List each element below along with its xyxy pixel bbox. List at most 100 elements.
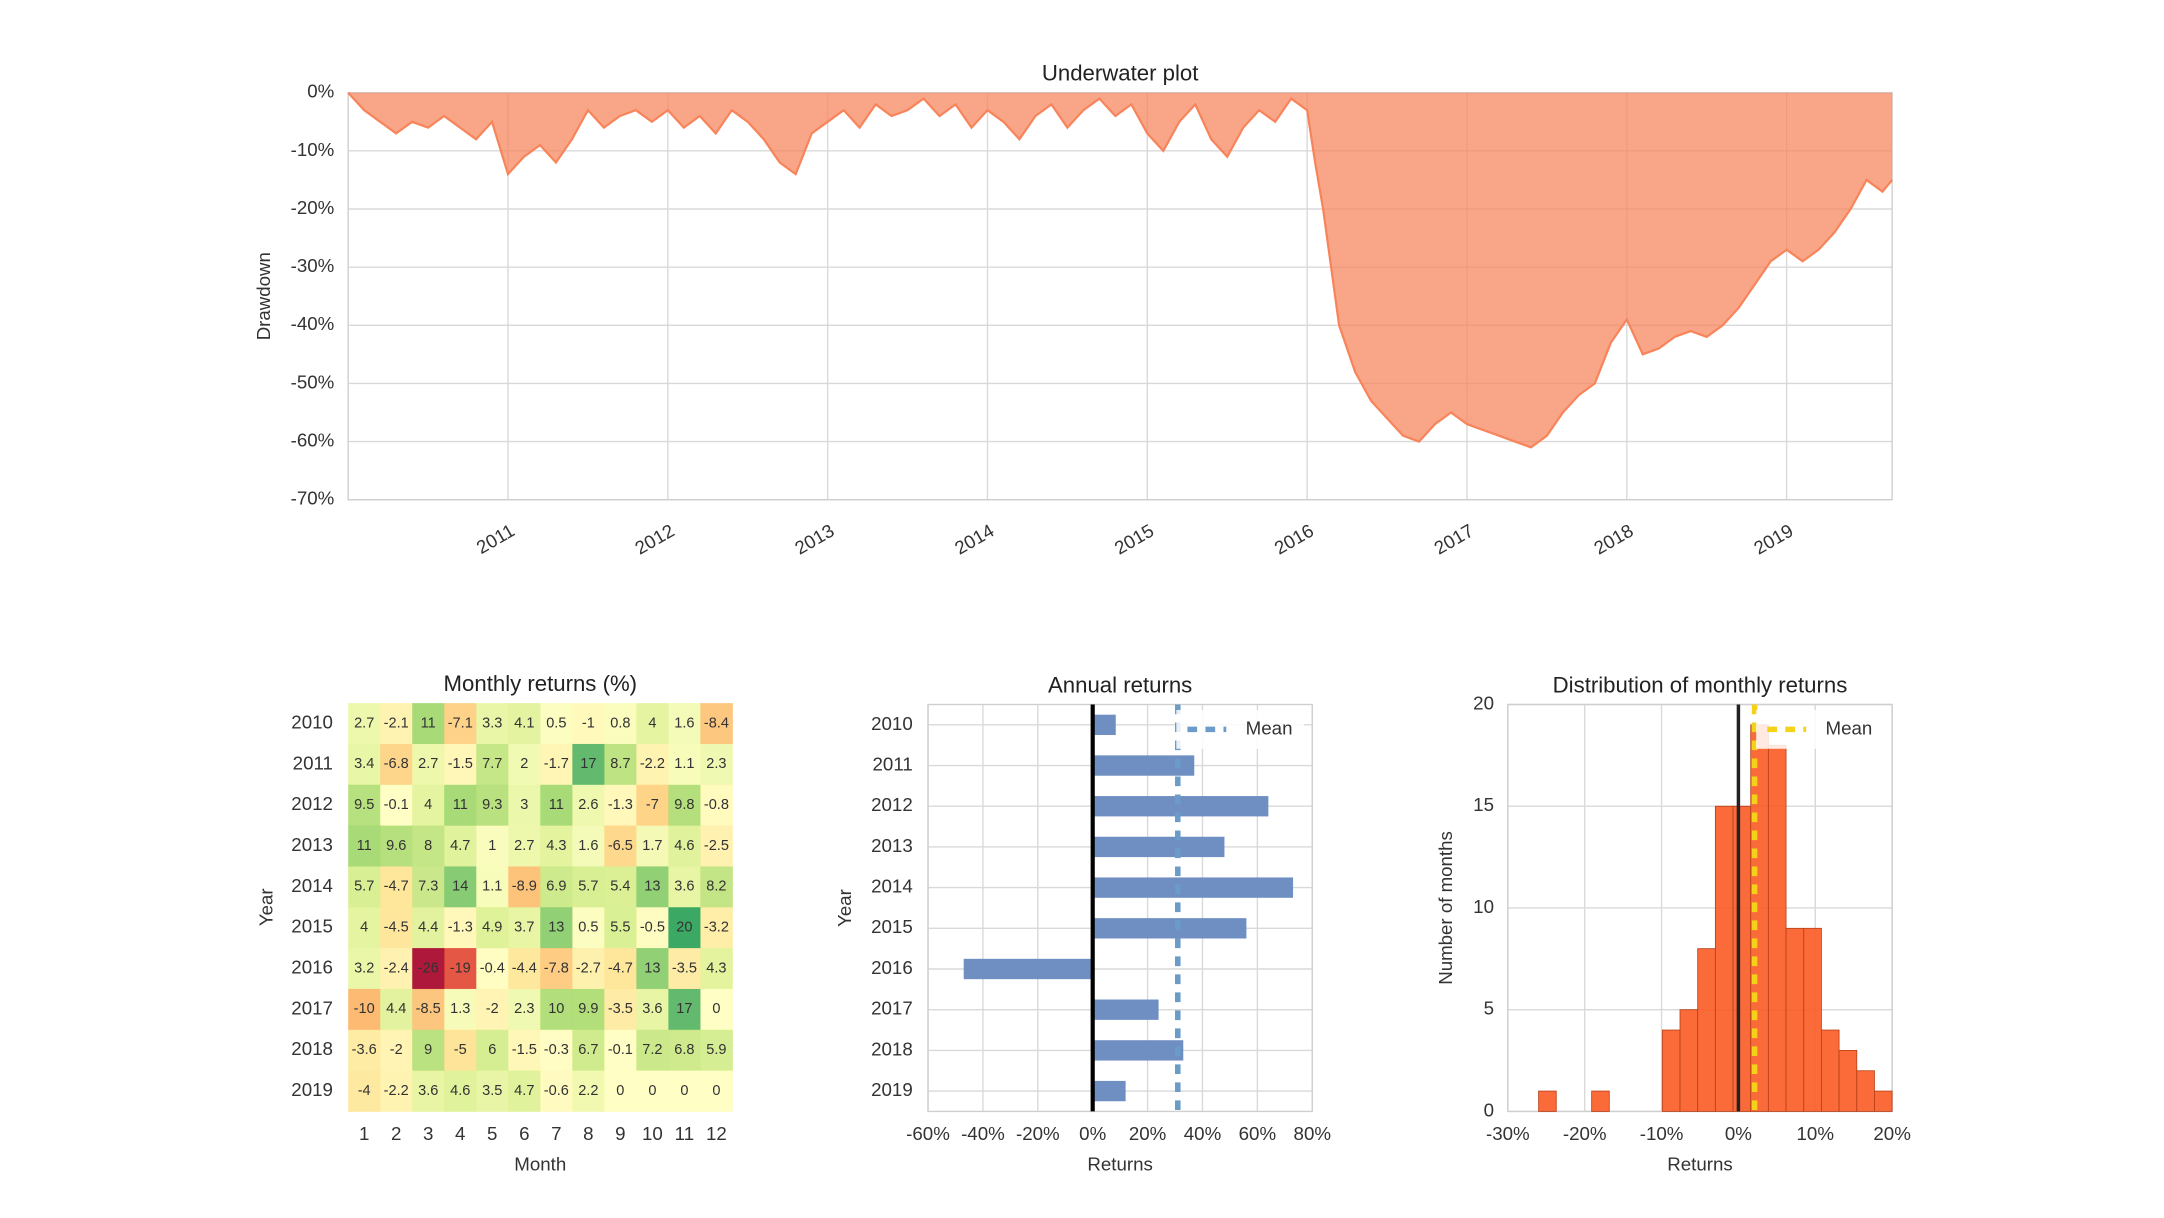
cell-label: 0 xyxy=(712,1083,720,1099)
heat-cell xyxy=(348,907,381,949)
histogram-bar xyxy=(1732,805,1752,1112)
cell-label: 4 xyxy=(424,797,432,813)
y-tick-label: -10% xyxy=(291,139,335,160)
cell-label: 11 xyxy=(453,797,468,813)
heat-cell xyxy=(604,1070,637,1112)
cell-label: -2.5 xyxy=(704,838,729,854)
heat-cell xyxy=(412,948,445,990)
cell-label: -1.3 xyxy=(608,797,633,813)
heat-cell xyxy=(380,743,413,786)
cell-label: -1 xyxy=(582,715,595,731)
heat-cell xyxy=(508,988,541,1031)
heat-cell xyxy=(508,784,541,827)
heat-cell xyxy=(380,988,413,1031)
bar xyxy=(1092,1080,1126,1102)
x-tick-label: 6 xyxy=(519,1123,529,1144)
heat-cell xyxy=(508,907,541,949)
cell-label: -0.6 xyxy=(544,1083,569,1099)
x-tick-label: 7 xyxy=(551,1123,561,1144)
heat-cell xyxy=(412,703,445,745)
x-tick-label: 20% xyxy=(1873,1123,1910,1144)
cell-label: 3 xyxy=(520,797,528,813)
x-axis-label: Returns xyxy=(1667,1153,1733,1174)
y-tick-label: 2014 xyxy=(871,876,913,897)
bar xyxy=(1092,1040,1184,1061)
cell-label: -0.8 xyxy=(704,797,729,813)
heat-cell xyxy=(348,988,381,1031)
heat-cell xyxy=(700,988,733,1031)
heat-cell xyxy=(668,988,701,1031)
y-tick-label: 2012 xyxy=(291,793,333,814)
heat-cell xyxy=(604,948,637,990)
cell-label: 0 xyxy=(712,1001,720,1017)
cell-label: 3.4 xyxy=(354,756,374,772)
x-tick-label: 11 xyxy=(675,1123,694,1144)
heat-cell xyxy=(508,743,541,786)
cell-label: 1.3 xyxy=(450,1001,470,1017)
cell-label: -4.5 xyxy=(384,920,409,936)
cell-label: 4.4 xyxy=(418,920,438,936)
heat-cell xyxy=(508,1029,541,1072)
cell-label: 1.7 xyxy=(642,838,662,854)
heat-cell xyxy=(348,703,381,745)
cell-label: 4.6 xyxy=(450,1083,470,1099)
heat-cell xyxy=(700,703,733,745)
cell-label: 20 xyxy=(676,920,692,936)
cell-label: 1.1 xyxy=(674,756,694,772)
histogram-bar xyxy=(1661,1029,1681,1112)
chart-title: Underwater plot xyxy=(1042,61,1199,86)
cell-label: -3.2 xyxy=(704,920,729,936)
cell-label: 8.7 xyxy=(610,756,630,772)
heat-cell xyxy=(444,988,477,1031)
bar xyxy=(1092,755,1195,776)
heat-cell xyxy=(540,1070,573,1112)
cell-label: -1.5 xyxy=(512,1042,537,1058)
heat-cell xyxy=(572,988,605,1031)
area-fill xyxy=(348,92,1893,448)
heat-cell xyxy=(476,988,509,1031)
cell-label: 4.7 xyxy=(450,838,470,854)
area-line xyxy=(347,91,1893,449)
heat-cell xyxy=(540,743,573,786)
cell-label: 3.6 xyxy=(418,1083,438,1099)
legend-label: Mean xyxy=(1246,717,1293,738)
cell-label: 9.5 xyxy=(354,797,374,813)
cell-label: -1.3 xyxy=(448,920,473,936)
heat-cell xyxy=(348,825,381,867)
cell-label: 8.2 xyxy=(706,879,726,895)
heat-cell xyxy=(604,1029,637,1072)
cell-label: -3.5 xyxy=(608,1001,633,1017)
heat-cell xyxy=(572,703,605,745)
cell-label: 3.7 xyxy=(514,920,534,936)
cell-label: 6.8 xyxy=(674,1042,694,1058)
y-tick-label: 0 xyxy=(1484,1099,1494,1120)
cell-label: 1.6 xyxy=(674,715,694,731)
y-axis-label: Year xyxy=(256,888,277,926)
cell-label: 0 xyxy=(616,1083,624,1099)
cell-label: -10 xyxy=(354,1001,375,1017)
heat-cell xyxy=(604,866,637,908)
y-tick-label: 2013 xyxy=(871,835,913,856)
heat-cell xyxy=(604,907,637,949)
cell-label: -2.2 xyxy=(384,1083,409,1099)
heat-cell xyxy=(508,825,541,867)
cell-label: -7.1 xyxy=(448,715,473,731)
legend-label: Mean xyxy=(1826,717,1873,738)
y-axis-label: Year xyxy=(834,889,855,927)
bar xyxy=(1092,836,1225,858)
heat-cell xyxy=(700,825,733,867)
y-tick-label: -60% xyxy=(291,429,335,450)
x-tick-label: 10% xyxy=(1797,1123,1834,1144)
heat-cell xyxy=(380,948,413,990)
heat-cell xyxy=(668,1070,701,1112)
cell-label: 9.3 xyxy=(482,797,502,813)
cell-label: -3.6 xyxy=(352,1042,377,1058)
heat-cell xyxy=(636,907,669,949)
histogram-bar xyxy=(1820,1029,1840,1112)
cell-label: 5.7 xyxy=(354,879,374,895)
heat-cell xyxy=(476,743,509,786)
y-tick-label: 2017 xyxy=(871,998,913,1019)
cell-label: -1.5 xyxy=(448,756,473,772)
bar xyxy=(1092,714,1116,736)
